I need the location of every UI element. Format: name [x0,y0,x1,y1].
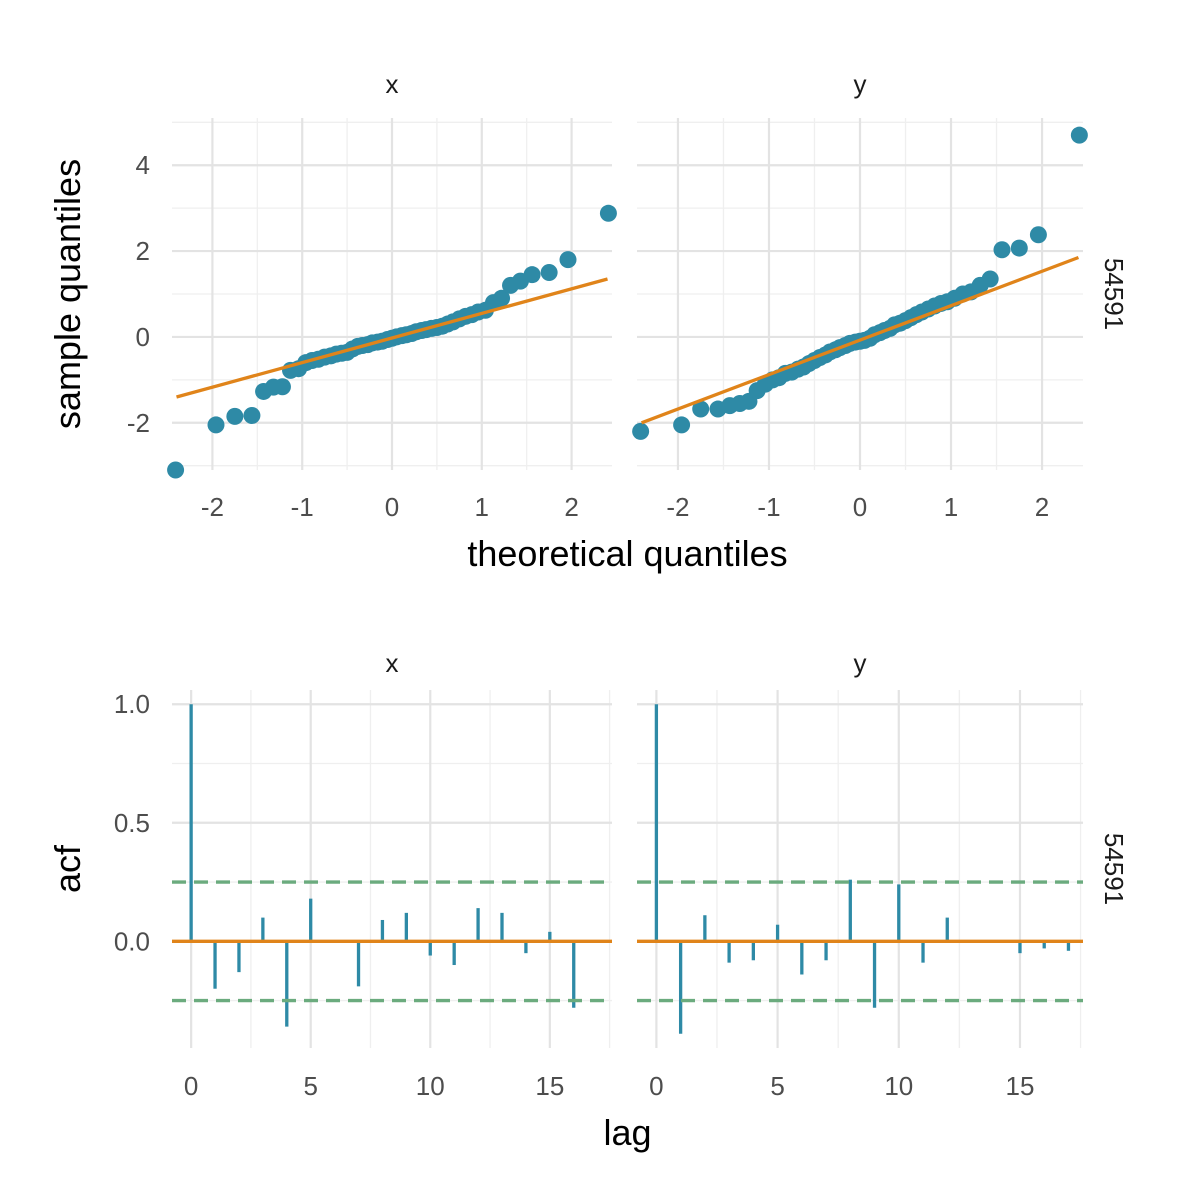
qq-point [493,289,511,307]
y-tick-label: 1.0 [114,689,150,719]
facet-row-label: 54591 [1099,258,1129,330]
y-tick-label: 0.0 [114,926,150,956]
y-axis-title: acf [47,844,88,893]
qq-point [273,378,291,396]
x-tick-label: -1 [757,492,780,522]
facet-row-label: 54591 [1099,833,1129,905]
qq-point [540,264,558,282]
qq-point [1010,239,1028,257]
y-tick-label: -2 [127,408,150,438]
y-tick-label: 4 [136,150,150,180]
marks-layer [167,126,1088,1034]
x-tick-label: 5 [303,1071,317,1101]
facet-column-label: x [386,69,399,99]
qq-point [673,416,691,434]
x-tick-label: 0 [649,1071,663,1101]
qq-point [559,251,577,269]
x-tick-label: 1 [475,492,489,522]
text-layer: -2 0 2 4 -2 -1 0 1 2 x -2 -1 0 1 2 y theoretical quantil… [47,69,1129,1153]
qq-reference-line [640,255,1080,425]
qq-point [243,406,261,424]
x-tick-label: -2 [666,492,689,522]
qq-point [1029,226,1047,244]
qq-point [632,422,650,440]
x-tick-label: 10 [416,1071,445,1101]
qq-point [167,461,185,479]
x-tick-label: 5 [770,1071,784,1101]
x-tick-label: -2 [201,492,224,522]
facet-column-label: y [854,648,867,678]
x-tick-label: 0 [184,1071,198,1101]
x-tick-label: 15 [1006,1071,1035,1101]
facet-column-label: y [854,69,867,99]
qq-point [599,204,617,222]
x-axis-title: lag [603,1112,651,1153]
qq-point [993,241,1011,259]
x-tick-label: 0 [385,492,399,522]
x-tick-label: 2 [1035,492,1049,522]
qq-point [1070,126,1088,144]
x-tick-label: 2 [564,492,578,522]
facet-column-label: x [386,648,399,678]
qq-reference-line [176,277,608,399]
qq-point [523,266,541,284]
qq-point [207,416,225,434]
x-tick-label: 10 [884,1071,913,1101]
x-tick-label: -1 [291,492,314,522]
x-axis-title: theoretical quantiles [467,533,787,574]
qq-point [226,407,244,425]
x-tick-label: 15 [535,1071,564,1101]
y-tick-label: 0 [136,322,150,352]
qq-point [981,270,999,288]
y-tick-label: 2 [136,236,150,266]
grid-layer [172,118,1083,1048]
qq-point [692,400,710,418]
x-tick-label: 0 [853,492,867,522]
y-axis-title: sample quantiles [47,159,88,429]
x-tick-label: 1 [944,492,958,522]
y-tick-label: 0.5 [114,808,150,838]
